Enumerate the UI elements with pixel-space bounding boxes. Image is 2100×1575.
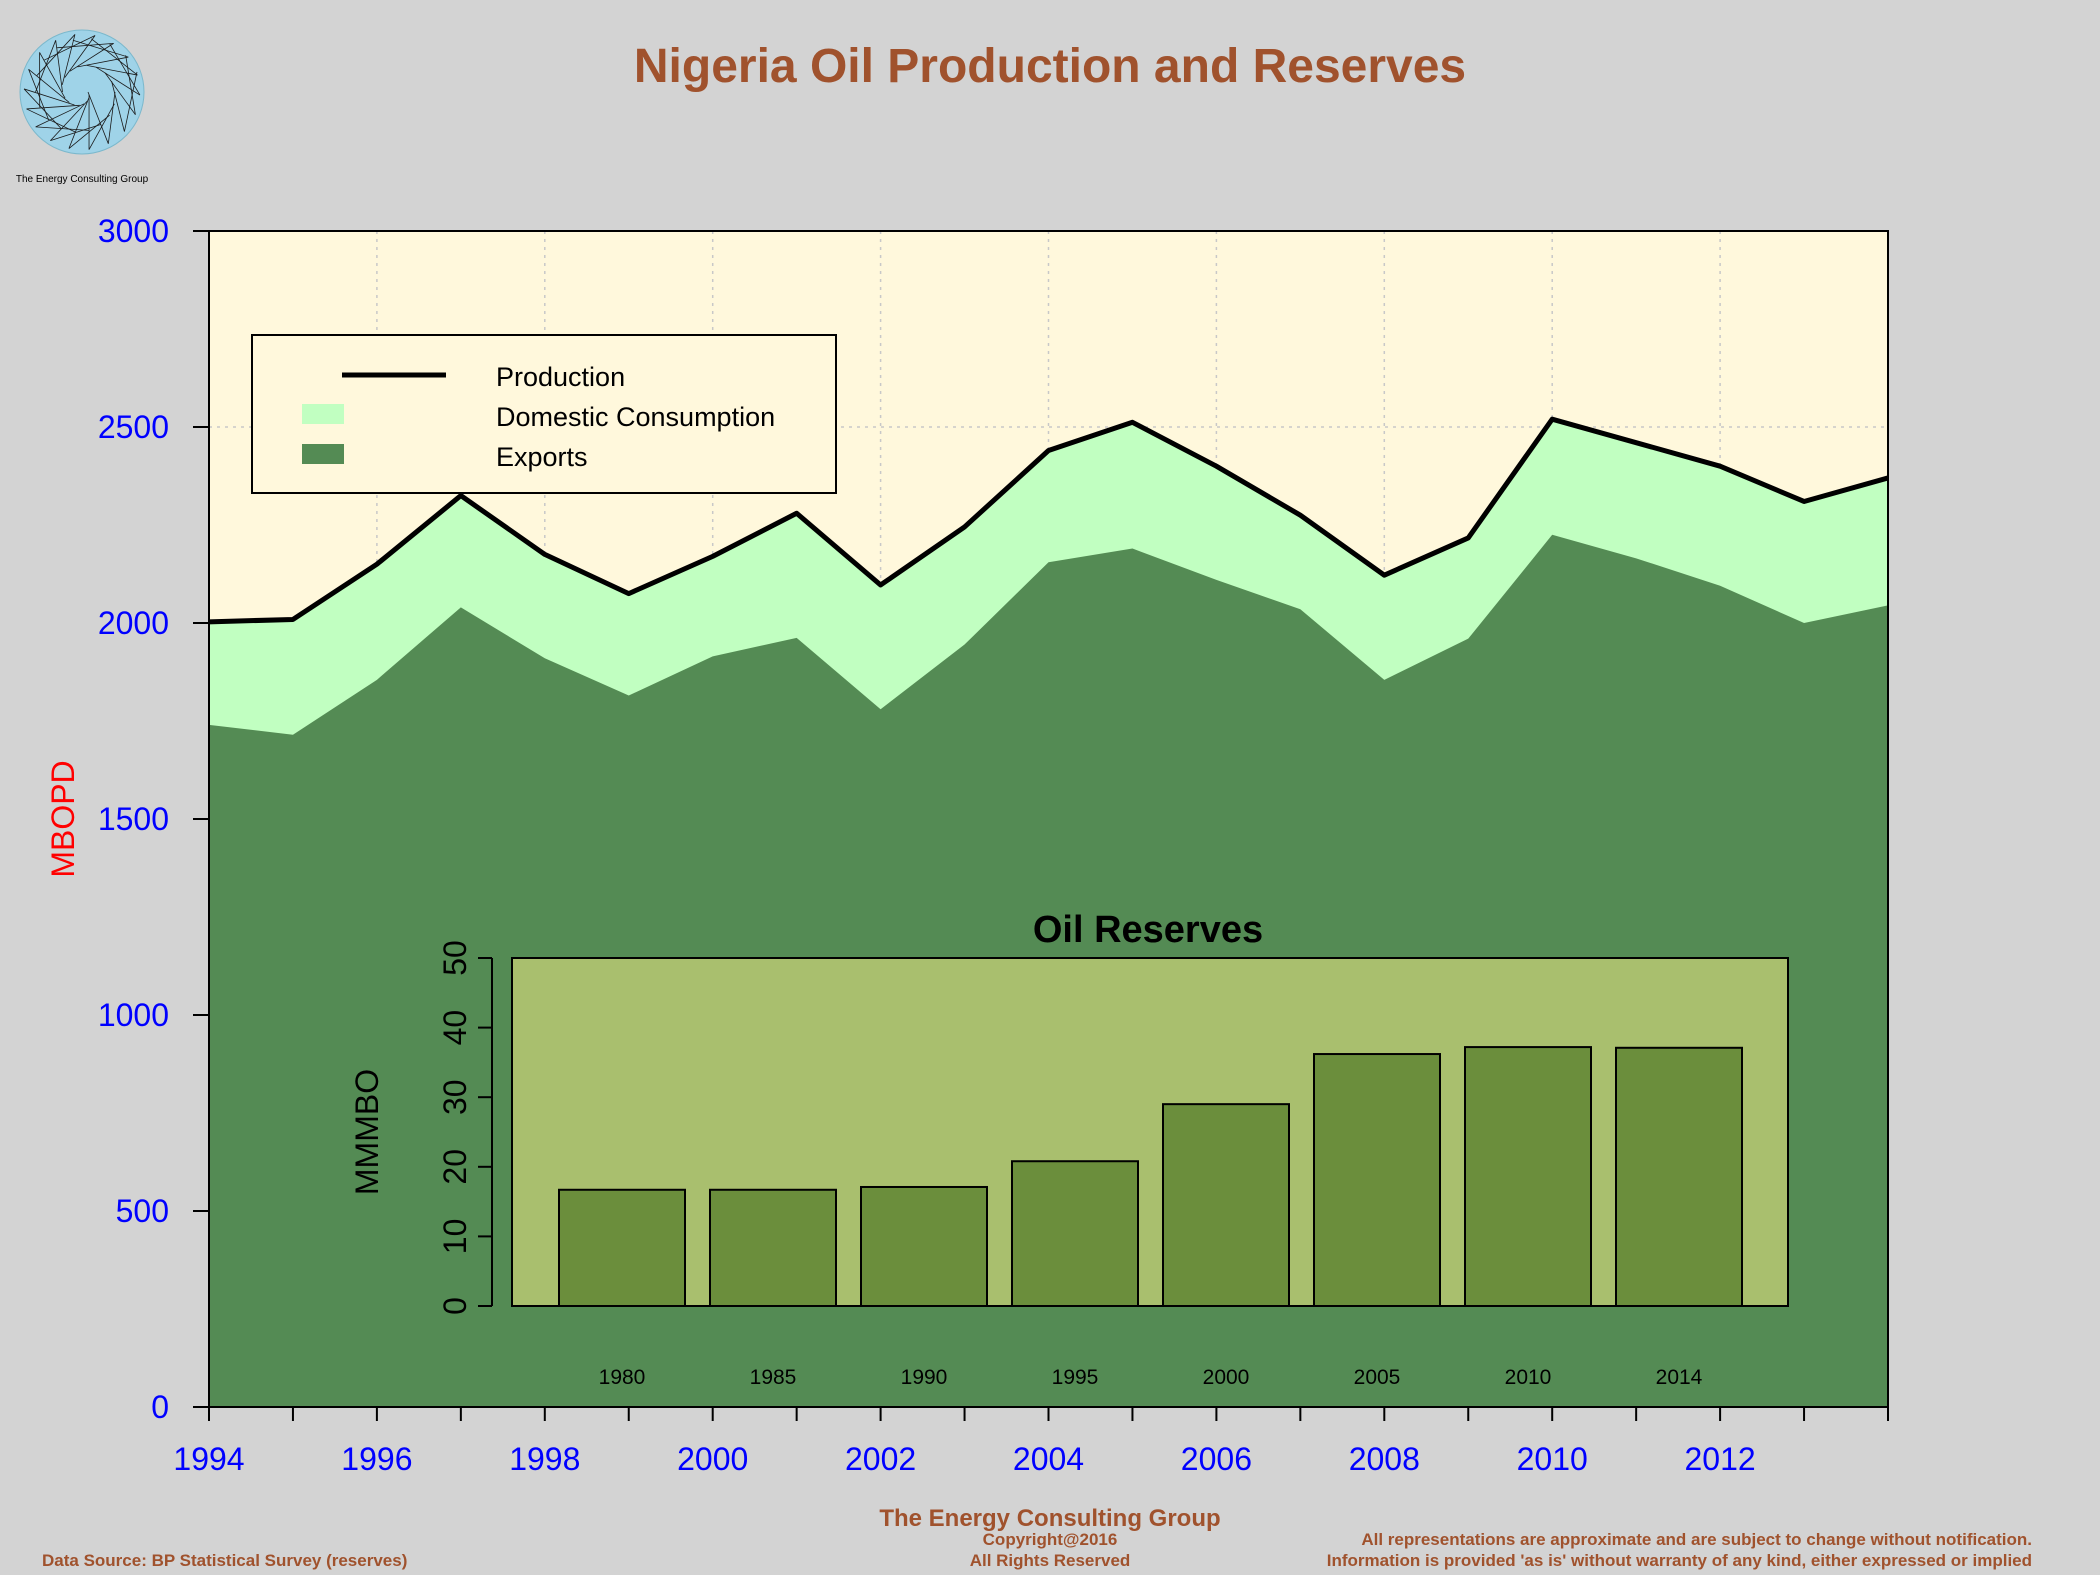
chart-title: Nigeria Oil Production and Reserves [634,40,1466,93]
x-tick-label: 1996 [341,1441,412,1477]
footer-rights: All Rights Reserved [969,1551,1131,1570]
production-line [208,416,1889,625]
inset-background [511,957,1789,1307]
reserves-bar [709,1188,837,1307]
footer-data-source: Data Source: BP Statistical Survey (rese… [42,1551,408,1570]
y-tick-label: 2500 [98,409,169,445]
x-tick-label: 2012 [1685,1441,1756,1477]
footer-disclaimer-2: Information is provided 'as is' without … [1326,1551,2032,1570]
inset-x-tick-label: 2005 [1354,1366,1401,1389]
y-axis: 0 500 1000 1500 2000 2500 3000 [98,213,210,1425]
logo-caption: The Energy Consulting Group [16,174,149,185]
inset-title: Oil Reserves [1033,909,1263,951]
inset-y-tick-label: 0 [437,1297,473,1315]
legend-swatch-exports [302,444,344,464]
legend-swatch-domestic [302,404,344,424]
inset-reserves-chart: Oil Reserves 0 10 20 30 40 50 1980 1985 1990 199… [349,909,1789,1389]
legend-label-exports: Exports [496,442,588,472]
inset-y-axis-label: MMMBO [349,1069,385,1195]
inset-y-tick-label: 50 [437,940,473,976]
inset-x-tick-label: 1980 [599,1366,646,1389]
x-tick-label: 2006 [1181,1441,1252,1477]
x-tick-label: 1994 [173,1441,244,1477]
inset-bars [558,1046,1743,1308]
legend-label-production: Production [496,362,625,392]
y-tick-label: 500 [116,1193,169,1229]
reserves-bar [1313,1053,1441,1307]
y-axis-label: MBOPD [45,760,81,877]
legend-label-domestic: Domestic Consumption [496,402,775,432]
legend: Production Domestic Consumption Exports [251,334,837,494]
x-tick-label: 2000 [677,1441,748,1477]
reserves-bar [1162,1103,1290,1308]
x-axis: 1994 1996 1998 2000 2002 2004 2006 2008 2010 2012 [173,1406,1889,1477]
inset-x-tick-label: 2000 [1203,1366,1250,1389]
x-tick-label: 1998 [509,1441,580,1477]
y-tick-label: 2000 [98,605,169,641]
reserves-bar [558,1188,686,1307]
footer-copyright: Copyright@2016 [982,1530,1118,1549]
inset-x-labels: 1980 1985 1990 1995 2000 2005 2010 2014 [599,1366,1703,1389]
logo: The Energy Consulting Group [16,29,149,185]
inset-x-tick-label: 1995 [1052,1366,1099,1389]
inset-x-tick-label: 1990 [901,1366,948,1389]
reserves-bar [1464,1046,1592,1307]
reserves-bar [1615,1046,1743,1308]
y-tick-label: 3000 [98,213,169,249]
inset-x-tick-label: 2010 [1505,1366,1552,1389]
reserves-bar [860,1185,988,1308]
inset-y-tick-label: 20 [437,1149,473,1185]
legend-box [251,334,837,494]
x-tick-label: 2008 [1349,1441,1420,1477]
x-tick-label: 2004 [1013,1441,1084,1477]
reserves-bar [1011,1160,1139,1308]
inset-x-tick-label: 1985 [750,1366,797,1389]
y-tick-label: 0 [151,1389,169,1425]
x-tick-label: 2010 [1517,1441,1588,1477]
inset-y-axis: 0 10 20 30 40 50 [437,940,493,1315]
spiral-logo-icon [19,29,145,155]
inset-y-tick-label: 10 [437,1219,473,1255]
footer-company: The Energy Consulting Group [879,1505,1221,1532]
footer-disclaimer-1: All representations are approximate and … [1361,1530,2032,1549]
inset-y-tick-label: 40 [437,1010,473,1046]
y-tick-label: 1500 [98,801,169,837]
y-tick-label: 1000 [98,997,169,1033]
inset-x-tick-label: 2014 [1656,1366,1703,1389]
inset-y-tick-label: 30 [437,1079,473,1115]
x-tick-label: 2002 [845,1441,916,1477]
